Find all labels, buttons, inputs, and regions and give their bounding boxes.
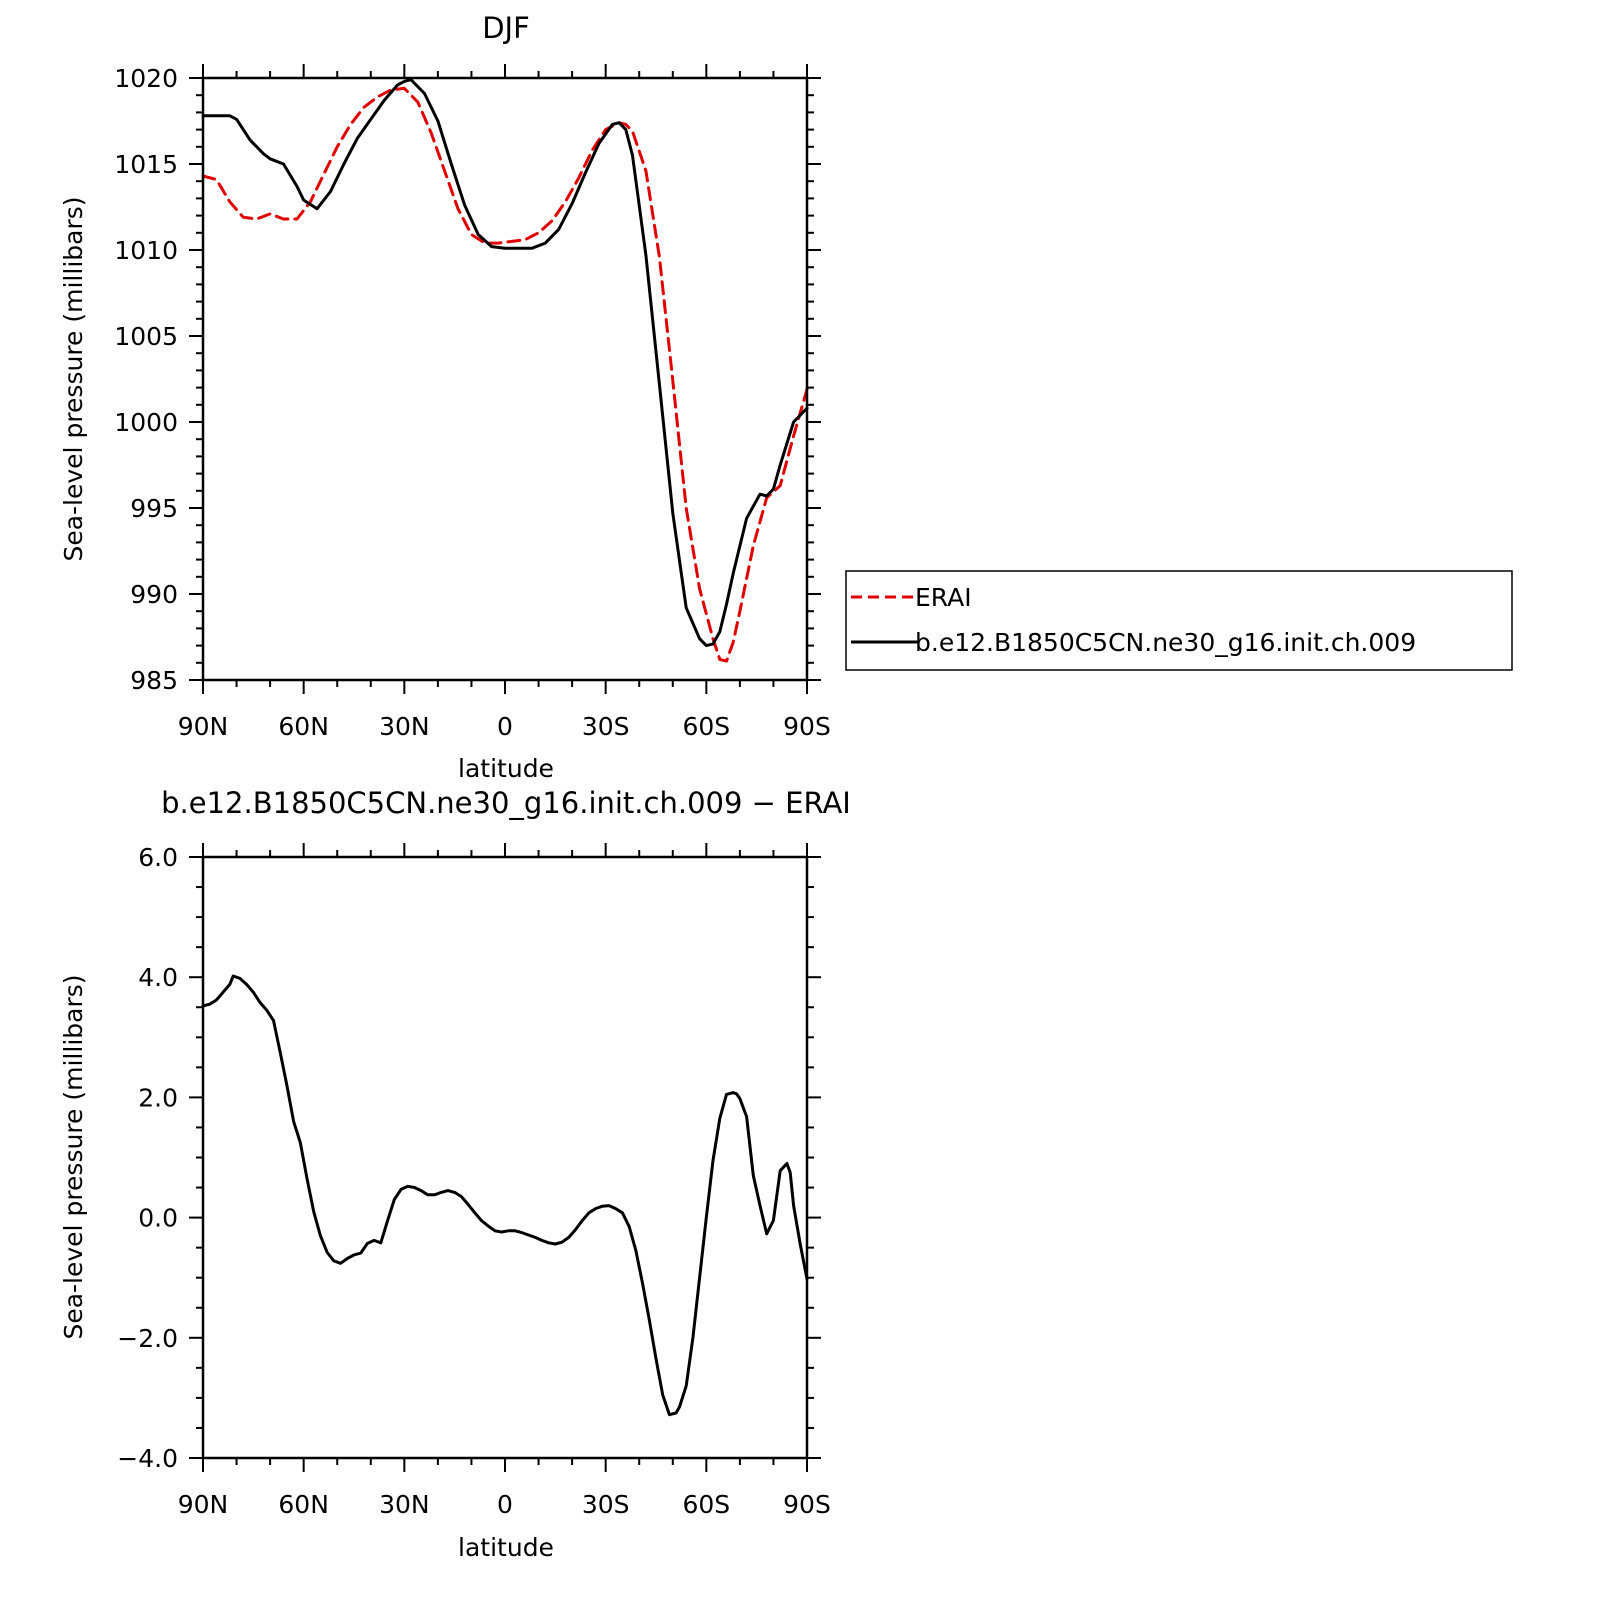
y-tick-label: 4.0 bbox=[138, 963, 178, 992]
y-tick-label: 1005 bbox=[114, 322, 178, 351]
x-tick-label: 0 bbox=[497, 1490, 513, 1519]
x-tick-label: 90N bbox=[178, 1490, 229, 1519]
x-tick-label: 90S bbox=[783, 712, 831, 741]
bottom-panel-x-tick-labels: 90N 60N 30N 0 30S 60S 90S bbox=[178, 1490, 831, 1519]
x-tick-label: 0 bbox=[497, 712, 513, 741]
top-panel: DJF 985 990 995 1000 1005 1010 1015 1020 90N 60N… bbox=[59, 11, 831, 783]
bottom-panel-ticks bbox=[189, 843, 821, 1472]
bottom-panel-series bbox=[201, 974, 809, 1417]
x-tick-label: 30N bbox=[379, 1490, 430, 1519]
x-tick-label: 60S bbox=[682, 712, 730, 741]
top-panel-x-axis-title: latitude bbox=[458, 754, 554, 783]
y-tick-label: 995 bbox=[130, 494, 178, 523]
y-tick-label: 2.0 bbox=[138, 1083, 178, 1112]
top-panel-y-tick-labels: 985 990 995 1000 1005 1010 1015 1020 bbox=[114, 64, 178, 695]
y-tick-label: 1015 bbox=[114, 150, 178, 179]
x-tick-label: 30N bbox=[379, 712, 430, 741]
y-tick-label: 1000 bbox=[114, 408, 178, 437]
x-tick-label: 30S bbox=[582, 1490, 630, 1519]
bottom-panel: b.e12.B1850C5CN.ne30_g16.init.ch.009 − E… bbox=[59, 786, 851, 1562]
legend-box bbox=[845, 570, 1513, 671]
series-line-b-e12-b1850c5cn-ne30-g16-init-ch-009 bbox=[201, 78, 809, 648]
bottom-panel-title: b.e12.B1850C5CN.ne30_g16.init.ch.009 − E… bbox=[161, 786, 851, 820]
x-tick-label: 90N bbox=[178, 712, 229, 741]
bottom-panel-frame bbox=[201, 855, 809, 1460]
top-panel-frame bbox=[201, 76, 809, 682]
series-line-erai bbox=[201, 86, 809, 663]
legend-label-model: b.e12.B1850C5CN.ne30_g16.init.ch.009 bbox=[915, 628, 1416, 657]
x-tick-label: 60N bbox=[278, 1490, 329, 1519]
y-tick-label: 6.0 bbox=[138, 843, 178, 872]
y-tick-label: 1010 bbox=[114, 236, 178, 265]
y-tick-label: 990 bbox=[130, 580, 178, 609]
bottom-panel-y-axis-title: Sea-level pressure (millibars) bbox=[59, 974, 88, 1339]
bottom-panel-y-tick-labels: −4.0 −2.0 0.0 2.0 4.0 6.0 bbox=[117, 843, 178, 1473]
legend-label-erai: ERAI bbox=[915, 583, 972, 612]
top-panel-title: DJF bbox=[482, 11, 530, 45]
x-tick-label: 60S bbox=[682, 1490, 730, 1519]
series-line-diff-0 bbox=[201, 974, 809, 1417]
legend: ERAI b.e12.B1850C5CN.ne30_g16.init.ch.00… bbox=[845, 570, 1513, 671]
x-tick-label: 60N bbox=[278, 712, 329, 741]
top-panel-x-tick-labels: 90N 60N 30N 0 30S 60S 90S bbox=[178, 712, 831, 741]
bottom-panel-x-axis-title: latitude bbox=[458, 1533, 554, 1562]
y-tick-label: 1020 bbox=[114, 64, 178, 93]
y-tick-label: 985 bbox=[130, 666, 178, 695]
x-tick-label: 30S bbox=[582, 712, 630, 741]
y-tick-label: −2.0 bbox=[117, 1324, 178, 1353]
top-panel-series bbox=[201, 78, 809, 663]
top-panel-y-axis-title: Sea-level pressure (millibars) bbox=[59, 196, 88, 561]
y-tick-label: −4.0 bbox=[117, 1444, 178, 1473]
x-tick-label: 90S bbox=[783, 1490, 831, 1519]
y-tick-label: 0.0 bbox=[138, 1204, 178, 1233]
